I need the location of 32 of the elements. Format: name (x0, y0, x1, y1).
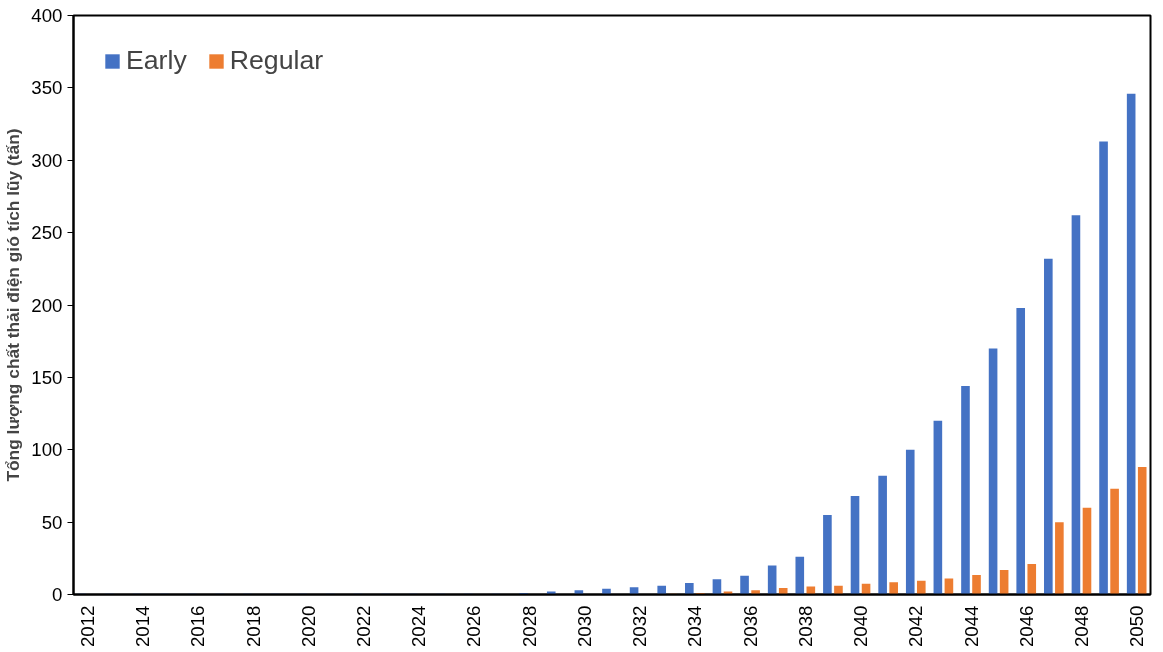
x-tick-label: 2046 (1015, 605, 1037, 647)
y-tick-label: 100 (31, 439, 63, 461)
x-tick-label: 2028 (518, 605, 540, 647)
y-tick-label: 350 (31, 77, 63, 99)
y-tick-label: 250 (31, 222, 63, 244)
x-tick-label: 2040 (850, 605, 872, 647)
x-tick-label: 2022 (352, 605, 374, 647)
x-tick-label: 2030 (573, 605, 595, 647)
x-tick-label: 2016 (187, 605, 209, 647)
x-tick-label: 2034 (684, 605, 706, 647)
x-tick-label: 2044 (960, 605, 982, 647)
y-tick-label: 200 (31, 294, 63, 316)
y-tick-label: 150 (31, 366, 63, 388)
x-tick-label: 2042 (905, 605, 927, 647)
x-tick-label: 2048 (1070, 605, 1092, 647)
x-tick-label: 2036 (739, 605, 761, 647)
legend-label: Regular (229, 45, 324, 76)
legend-label: Early (126, 45, 187, 76)
x-tick-label: 2024 (408, 605, 430, 647)
y-tick-label: 400 (31, 5, 63, 26)
x-tick-label: 2026 (463, 605, 485, 647)
x-tick-label: 2032 (629, 605, 651, 647)
y-tick-label: 300 (31, 149, 63, 171)
y-axis-title: Tổng lượng chất thải điện gió tích lũy (tấn) (3, 128, 24, 482)
x-tick-label: 2014 (132, 605, 154, 647)
y-tick-label: 0 (52, 584, 63, 605)
y-tick-label: 50 (41, 511, 63, 533)
x-tick-label: 2020 (297, 605, 319, 647)
x-tick-label: 2012 (76, 605, 98, 647)
x-tick-label: 2018 (242, 605, 264, 647)
x-tick-label: 2038 (794, 605, 816, 647)
x-tick-label: 2050 (1126, 605, 1148, 647)
